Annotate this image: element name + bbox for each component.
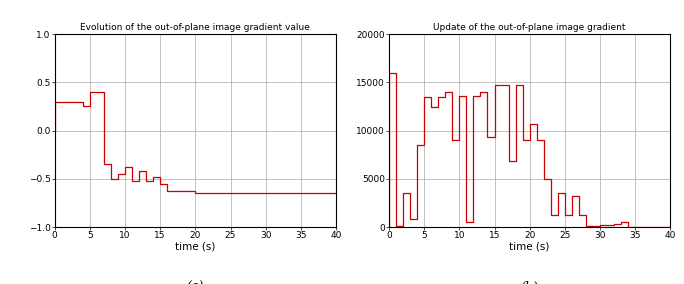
Title: Update of the out-of-plane image gradient: Update of the out-of-plane image gradien… <box>434 23 626 32</box>
Title: Evolution of the out-of-plane image gradient value: Evolution of the out-of-plane image grad… <box>81 23 311 32</box>
X-axis label: time (s): time (s) <box>510 242 550 252</box>
Text: (a): (a) <box>187 281 204 284</box>
Text: (b): (b) <box>521 281 538 284</box>
X-axis label: time (s): time (s) <box>175 242 215 252</box>
